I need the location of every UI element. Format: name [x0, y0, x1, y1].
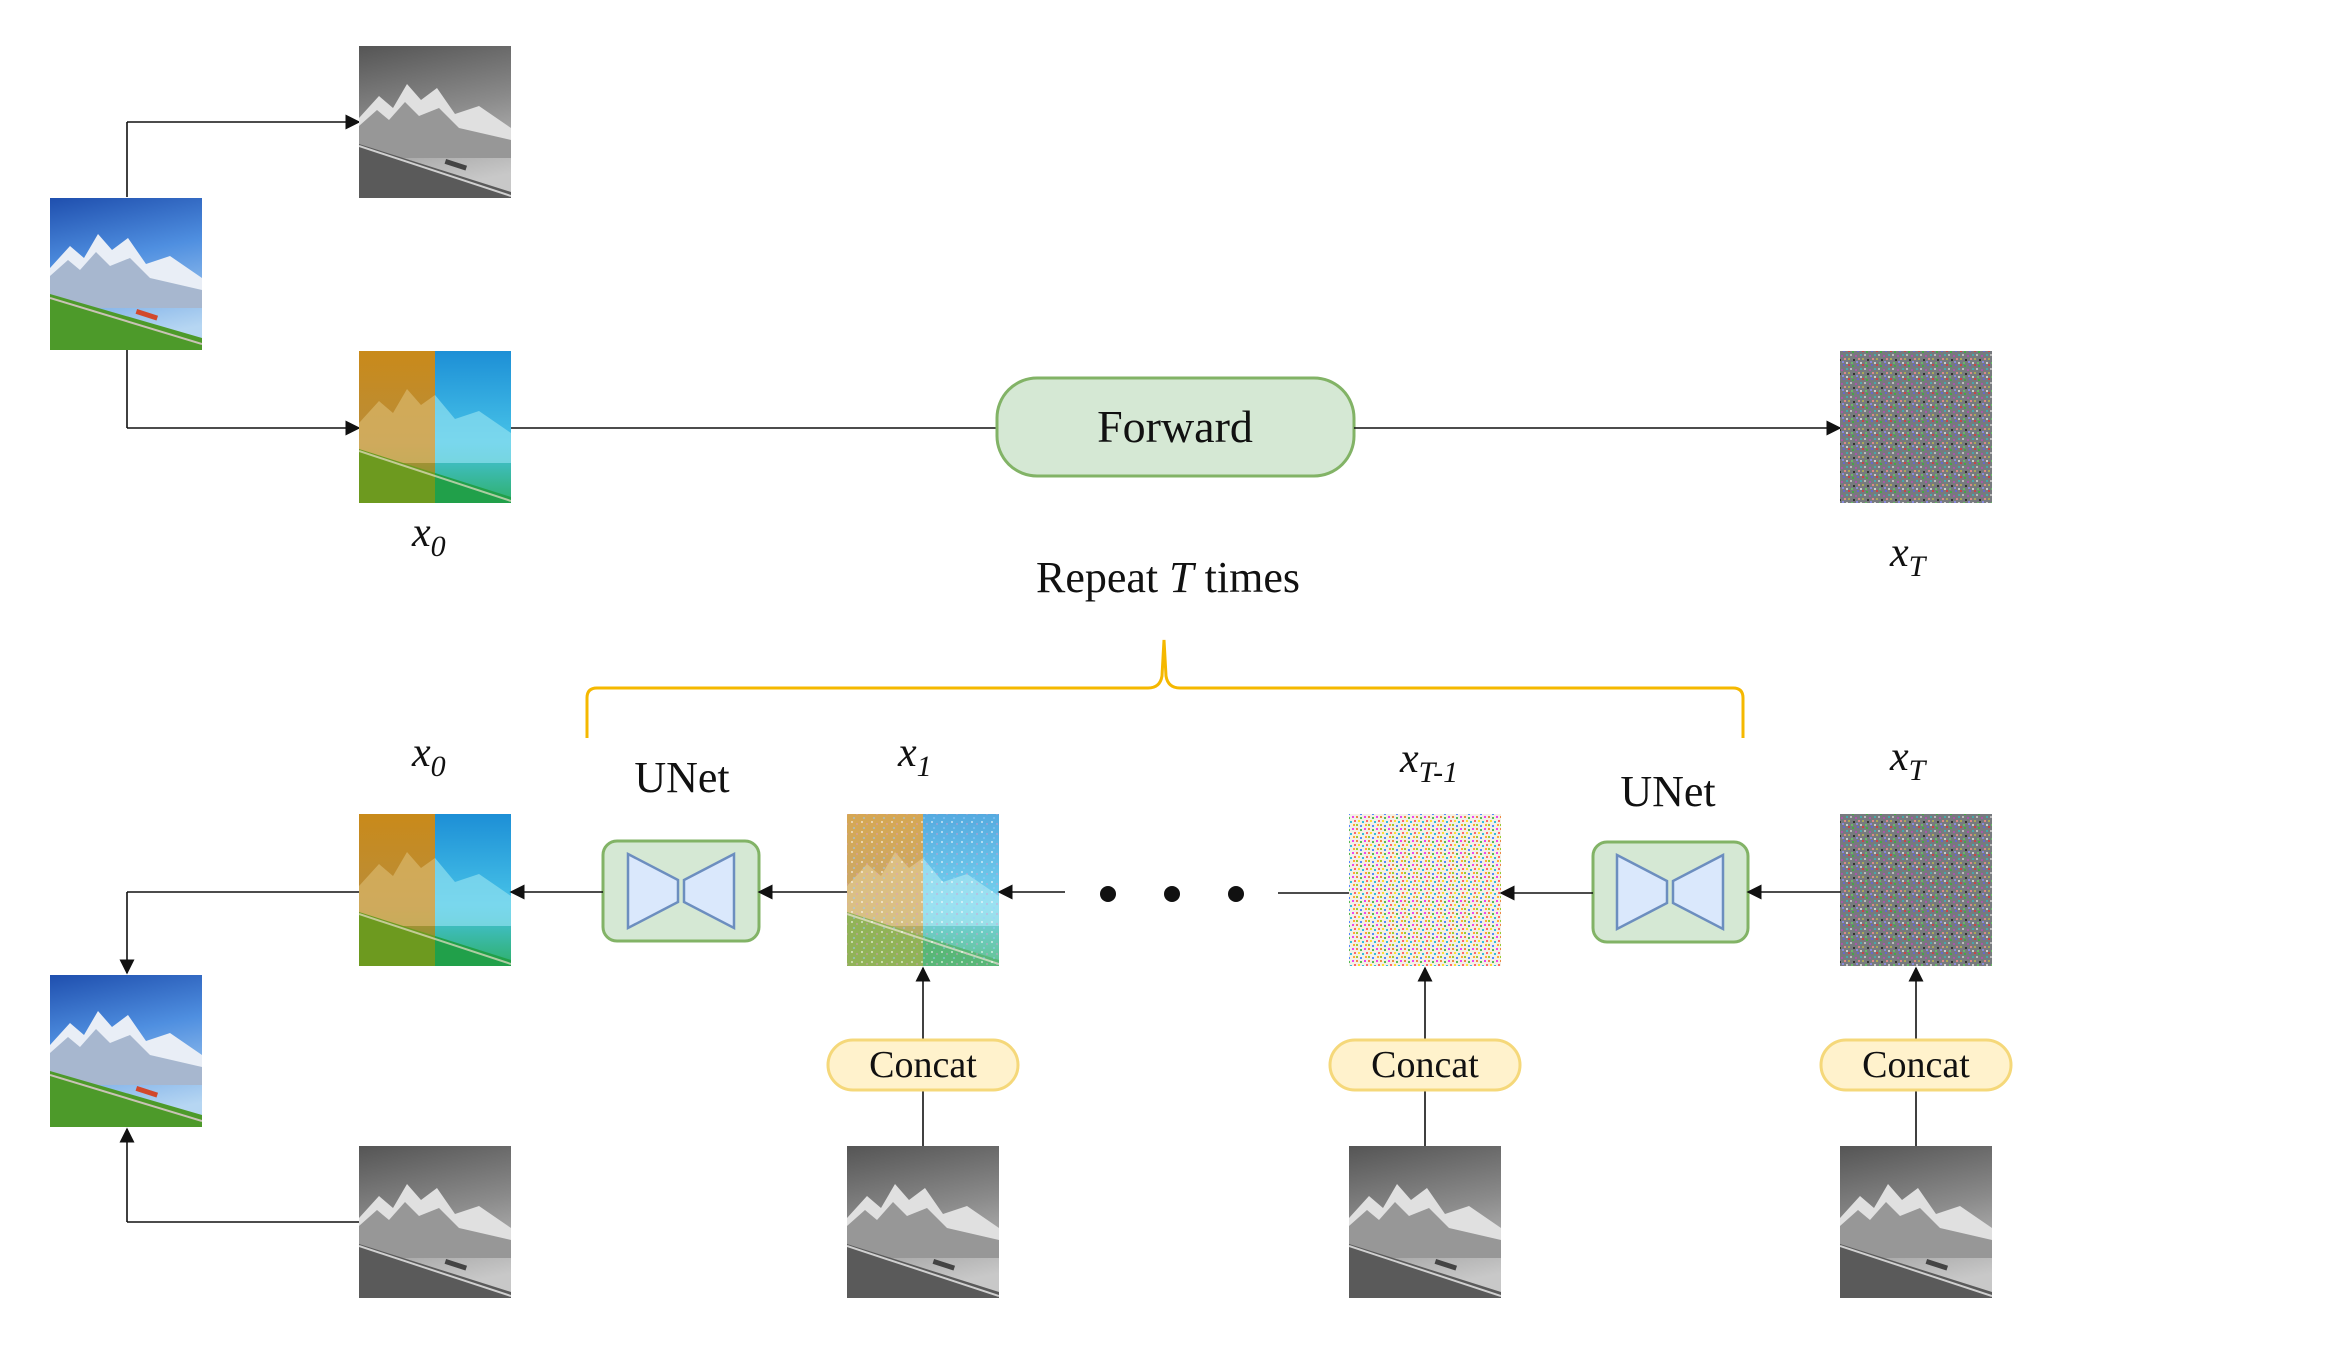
gray-cond-image-1	[847, 1146, 999, 1298]
gray-cond-image-3	[1840, 1146, 1992, 1298]
xT-top-label: xT	[1889, 530, 1928, 583]
x0-bottom-image	[359, 814, 511, 966]
xT-top-noise-image	[1840, 351, 1992, 503]
xTm1-label: xT-1	[1399, 736, 1458, 789]
gray-top-image	[359, 46, 511, 198]
unet-right-node	[1591, 840, 1750, 944]
x0-top-label: x0	[411, 510, 446, 563]
color-output-image	[50, 975, 202, 1127]
unet-right-icon	[1615, 852, 1725, 932]
xT-bottom-noise-image	[1840, 814, 1992, 966]
repeat-label: Repeat T times	[1036, 553, 1300, 602]
forward-label: Forward	[1097, 401, 1253, 452]
ellipsis-icon	[1100, 886, 1244, 902]
unet-right-label: UNet	[1620, 767, 1715, 816]
unet-left-node	[601, 839, 761, 943]
gray-cond-image-2	[1349, 1146, 1501, 1298]
x1-label: x1	[897, 730, 932, 783]
x0-top-image	[359, 351, 511, 503]
concat-node-1	[826, 1038, 1020, 1092]
concat-node-3	[1819, 1038, 2013, 1092]
color-input-image	[50, 198, 202, 350]
xT-bottom-label: xT	[1889, 734, 1928, 787]
xTm1-image	[1349, 814, 1501, 966]
forward-node	[995, 376, 1356, 478]
concat-node-2	[1328, 1038, 1522, 1092]
x1-image	[847, 814, 999, 966]
unet-left-icon	[626, 851, 736, 931]
x0-bottom-label: x0	[411, 730, 446, 783]
unet-left-label: UNet	[634, 753, 729, 802]
repeat-brace	[585, 639, 1745, 738]
concat-label-2: Concat	[1371, 1044, 1479, 1086]
concat-label-3: Concat	[1862, 1044, 1970, 1086]
concat-label-1: Concat	[869, 1044, 977, 1086]
gray-cond-image-0	[359, 1146, 511, 1298]
